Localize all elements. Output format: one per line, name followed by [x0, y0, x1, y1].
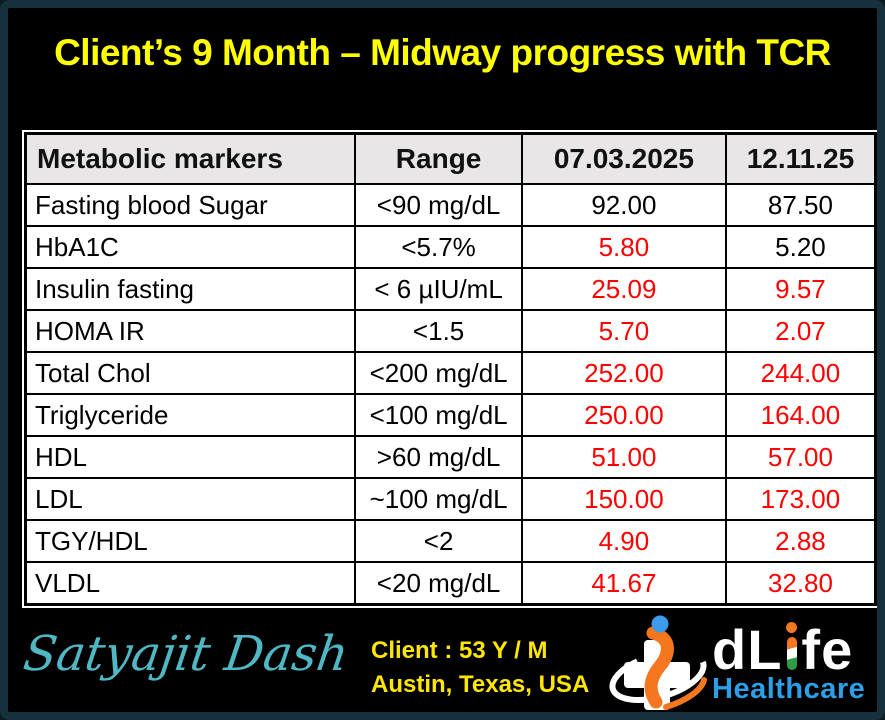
table-row: TGY/HDL <2 4.90 2.88 [24, 519, 877, 563]
table-row: VLDL <20 mg/dL 41.67 32.80 [24, 561, 877, 606]
col-header-date2: 12.11.25 [724, 132, 877, 185]
range-cell: <5.7% [354, 225, 523, 269]
client-location: Austin, Texas, USA [371, 671, 590, 698]
date1-value-cell: 92.00 [520, 183, 727, 227]
table-row: HDL >60 mg/dL 51.00 57.00 [24, 435, 877, 479]
marker-cell: Total Chol [24, 351, 357, 395]
marker-cell: LDL [24, 477, 357, 521]
date1-value-cell: 250.00 [520, 393, 727, 437]
table-header-row: Metabolic markers Range 07.03.2025 12.11… [24, 132, 877, 185]
date2-value-cell: 32.80 [724, 561, 877, 606]
date2-value-cell: 57.00 [724, 435, 877, 479]
col-header-markers: Metabolic markers [24, 132, 357, 185]
marker-cell: HDL [24, 435, 357, 479]
range-cell: <1.5 [354, 309, 523, 353]
dlife-logo: dL fe Healthcare [608, 614, 865, 712]
dlife-healthcare-text: Healthcare [712, 673, 866, 705]
metabolic-table-wrap: Metabolic markers Range 07.03.2025 12.11… [22, 130, 877, 608]
date2-value-cell: 173.00 [724, 477, 877, 521]
dlife-brand-text: dL fe [712, 618, 854, 681]
date1-value-cell: 5.80 [520, 225, 727, 269]
date1-value-cell: 25.09 [520, 267, 727, 311]
client-age-sex: Client : 53 Y / M [371, 637, 548, 664]
range-cell: >60 mg/dL [354, 435, 523, 479]
table-body: Fasting blood Sugar <90 mg/dL 92.00 87.50 Hb… [24, 183, 877, 606]
range-cell: <200 mg/dL [354, 351, 523, 395]
metabolic-table: Metabolic markers Range 07.03.2025 12.11… [24, 132, 877, 606]
date2-value-cell: 244.00 [724, 351, 877, 395]
date2-value-cell: 5.20 [724, 225, 877, 269]
col-header-range: Range [354, 132, 523, 185]
range-cell: <2 [354, 519, 523, 563]
range-cell: <90 mg/dL [354, 183, 523, 227]
table-row: Insulin fasting < 6 µIU/mL 25.09 9.57 [24, 267, 877, 311]
col-header-date1: 07.03.2025 [520, 132, 727, 185]
date1-value-cell: 4.90 [520, 519, 727, 563]
dlife-logo-text: dL fe Healthcare [712, 622, 865, 706]
date2-value-cell: 87.50 [724, 183, 877, 227]
table-row: Triglyceride <100 mg/dL 250.00 164.00 [24, 393, 877, 437]
range-cell: ~100 mg/dL [354, 477, 523, 521]
date1-value-cell: 51.00 [520, 435, 727, 479]
brand-dl-letters: dL [712, 618, 783, 681]
table-row: HOMA IR <1.5 5.70 2.07 [24, 309, 877, 353]
page-title: Client’s 9 Month – Midway progress with … [54, 32, 831, 73]
marker-cell: HbA1C [24, 225, 357, 269]
date2-value-cell: 9.57 [724, 267, 877, 311]
table-row: LDL ~100 mg/dL 150.00 173.00 [24, 477, 877, 521]
range-cell: <100 mg/dL [354, 393, 523, 437]
date1-value-cell: 150.00 [520, 477, 727, 521]
date2-value-cell: 2.88 [724, 519, 877, 563]
marker-cell: Insulin fasting [24, 267, 357, 311]
flag-i-glyph [786, 622, 798, 670]
marker-cell: HOMA IR [24, 309, 357, 353]
date2-value-cell: 164.00 [724, 393, 877, 437]
i-dot-icon [786, 622, 798, 633]
date1-value-cell: 5.70 [520, 309, 727, 353]
table-row: HbA1C <5.7% 5.80 5.20 [24, 225, 877, 269]
date1-value-cell: 41.67 [520, 561, 727, 606]
marker-cell: Fasting blood Sugar [24, 183, 357, 227]
i-stem-tricolor [786, 637, 797, 670]
range-cell: < 6 µIU/mL [354, 267, 523, 311]
marker-cell: VLDL [24, 561, 357, 606]
client-info: Client : 53 Y / M Austin, Texas, USA [371, 634, 589, 702]
date2-value-cell: 2.07 [724, 309, 877, 353]
dlife-logo-icon [609, 615, 707, 710]
table-row: Total Chol <200 mg/dL 252.00 244.00 [24, 351, 877, 395]
brand-fe-letters: fe [801, 618, 854, 681]
marker-cell: TGY/HDL [24, 519, 357, 563]
table-row: Fasting blood Sugar <90 mg/dL 92.00 87.50 [24, 183, 877, 227]
range-cell: <20 mg/dL [354, 561, 523, 606]
marker-cell: Triglyceride [24, 393, 357, 437]
date1-value-cell: 252.00 [520, 351, 727, 395]
signature: Satyajit Dash [20, 626, 352, 682]
